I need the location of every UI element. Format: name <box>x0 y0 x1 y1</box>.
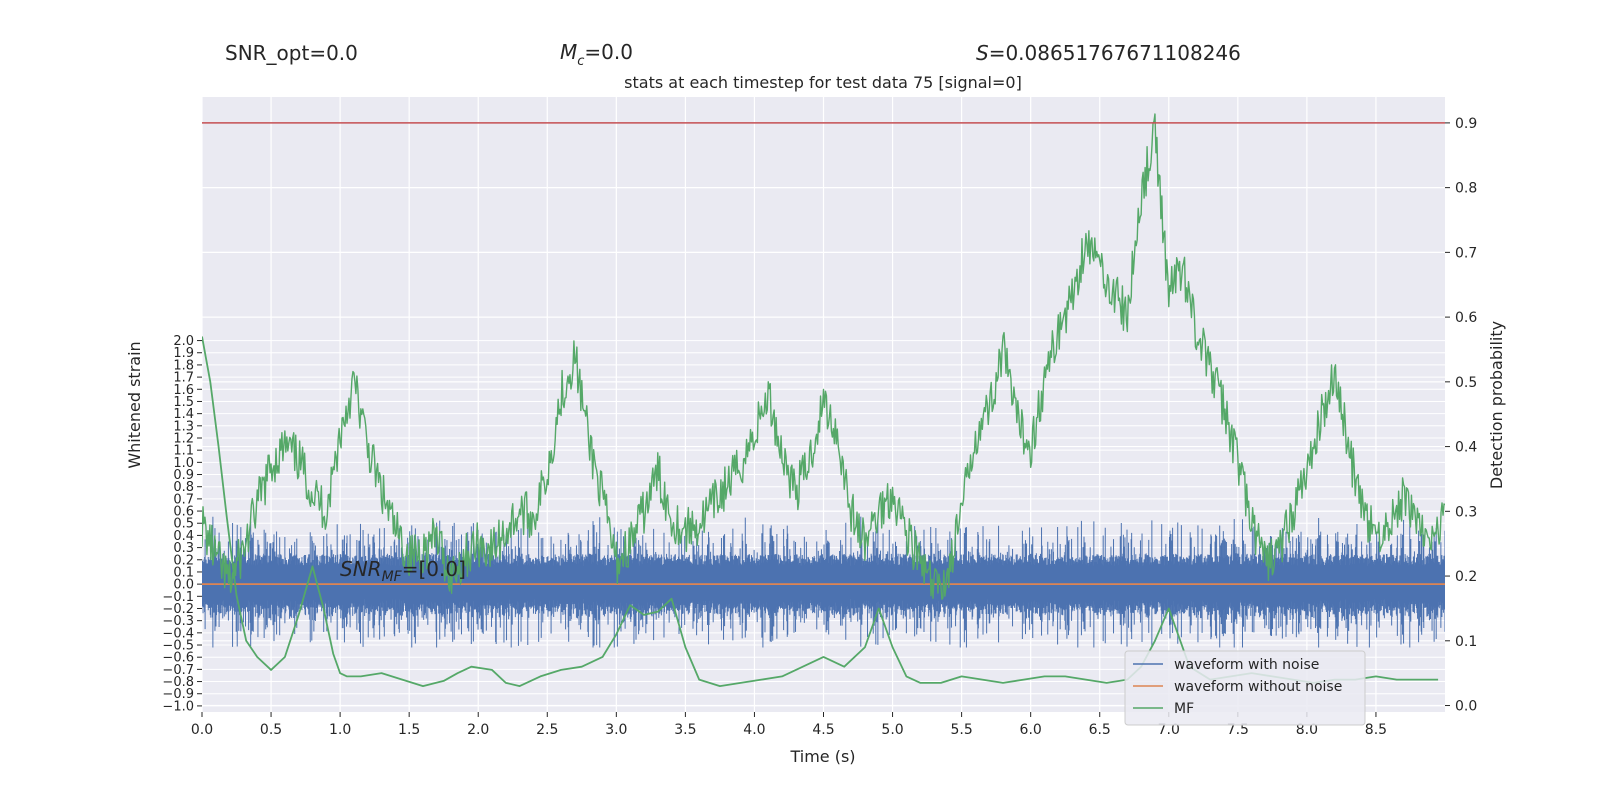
legend-box <box>1124 650 1366 726</box>
left-tick-label: 0.7 <box>173 492 194 507</box>
statistic-s-label: S=0.08651767671108246 <box>976 41 1241 65</box>
x-tick-label: 3.0 <box>605 722 627 738</box>
left-tick-label: 0.9 <box>173 468 194 483</box>
left-tick-label: 0.0 <box>173 578 194 593</box>
left-tick-label: 0.4 <box>173 529 194 544</box>
left-tick-label: 0.1 <box>173 565 194 580</box>
right-tick-label: 0.4 <box>1455 440 1477 456</box>
x-tick-label: 0.5 <box>260 722 282 738</box>
legend-label-waveform-with-noise: waveform with noise <box>1174 657 1319 673</box>
left-tick-label: 0.8 <box>173 480 194 495</box>
x-tick-label: 2.5 <box>536 722 558 738</box>
chirp-mass-value: =0.0 <box>584 40 633 64</box>
chart-title: stats at each timestep for test data 75 … <box>624 73 1022 92</box>
right-tick-label: 0.3 <box>1455 504 1477 520</box>
right-tick-label: 0.2 <box>1455 569 1477 585</box>
x-tick-label: 8.5 <box>1365 722 1387 738</box>
x-tick-label: 4.5 <box>812 722 834 738</box>
series-detection-probability <box>202 113 1445 600</box>
left-tick-label: 0.6 <box>173 505 194 520</box>
legend-label-mf: MF <box>1174 701 1194 717</box>
right-tick-label: 0.9 <box>1455 116 1477 132</box>
left-tick-label: −0.7 <box>162 663 194 678</box>
x-tick-label: 7.5 <box>1227 722 1249 738</box>
x-tick-label: 2.0 <box>467 722 489 738</box>
x-tick-label: 6.5 <box>1089 722 1111 738</box>
right-tick-label: 0.5 <box>1455 375 1477 391</box>
right-axis-label: Detection probability <box>1487 321 1506 489</box>
right-tick-label: 0.1 <box>1455 634 1477 650</box>
left-tick-label: −0.3 <box>162 614 194 629</box>
left-tick-label: −0.1 <box>162 590 194 605</box>
x-axis-label: Time (s) <box>789 747 855 766</box>
snr-mf-value: =[0.0] <box>402 557 466 581</box>
left-tick-label: −0.5 <box>162 639 194 654</box>
x-tick-label: 3.5 <box>674 722 696 738</box>
series-layer <box>202 113 1445 688</box>
left-tick-label: 1.0 <box>173 456 194 471</box>
left-tick-label: 1.6 <box>173 383 194 398</box>
snr-mf-annotation: SNRMF=[0.0] <box>340 557 466 585</box>
left-axis-label: Whitened strain <box>125 341 144 468</box>
left-tick-label: 0.3 <box>173 541 194 556</box>
statistic-s-symbol: S <box>976 41 989 65</box>
left-tick-label: −1.0 <box>162 699 194 714</box>
right-axis-ticks: 0.0 0.1 0.2 0.3 0.4 0.5 0.6 0.7 0.8 0.9 <box>1445 116 1477 715</box>
left-tick-label: 1.9 <box>173 346 194 361</box>
x-tick-label: 6.0 <box>1020 722 1042 738</box>
snr-mf-symbol: SNR <box>340 557 382 581</box>
left-tick-label: −0.4 <box>162 626 194 641</box>
chirp-mass-label: Mc=0.0 <box>560 40 633 69</box>
left-tick-label: 1.3 <box>173 419 194 434</box>
left-tick-label: 1.1 <box>173 444 194 459</box>
x-tick-label: 5.0 <box>881 722 903 738</box>
right-tick-label: 0.7 <box>1455 245 1477 261</box>
x-tick-label: 7.0 <box>1158 722 1180 738</box>
left-tick-label: −0.9 <box>162 687 194 702</box>
legend: waveform with noise waveform without noi… <box>1124 650 1366 726</box>
right-tick-label: 0.0 <box>1455 699 1477 715</box>
x-tick-label: 5.5 <box>950 722 972 738</box>
left-tick-label: 1.8 <box>173 358 194 373</box>
left-tick-label: 1.4 <box>173 407 194 422</box>
left-tick-label: 2.0 <box>173 334 194 349</box>
snr-opt-label: SNR_opt=0.0 <box>225 41 358 65</box>
x-tick-label: 0.0 <box>191 722 213 738</box>
right-tick-label: 0.6 <box>1455 310 1477 326</box>
x-tick-label: 8.0 <box>1296 722 1318 738</box>
left-tick-label: 0.5 <box>173 517 194 532</box>
statistic-s-value: =0.08651767671108246 <box>989 41 1241 65</box>
left-tick-label: 1.7 <box>173 371 194 386</box>
right-tick-label: 0.8 <box>1455 181 1477 197</box>
left-tick-label: 1.2 <box>173 431 194 446</box>
left-axis-ticks: −1.0−0.9−0.8−0.7−0.6−0.5−0.4−0.3−0.2−0.1… <box>162 334 202 714</box>
legend-label-waveform-without-noise: waveform without noise <box>1174 679 1342 695</box>
x-axis-ticks: 0.0 0.5 1.0 1.5 2.0 2.5 3.0 3.5 4.0 4.5 5.0 5.5 6.0 6… <box>191 712 1387 738</box>
x-tick-label: 1.5 <box>398 722 420 738</box>
left-tick-label: −0.6 <box>162 651 194 666</box>
left-tick-label: 0.2 <box>173 553 194 568</box>
chirp-mass-symbol: M <box>560 40 577 64</box>
left-tick-label: 1.5 <box>173 395 194 410</box>
chirp-mass-subscript: c <box>577 54 584 69</box>
x-tick-label: 1.0 <box>329 722 351 738</box>
left-tick-label: −0.8 <box>162 675 194 690</box>
left-tick-label: −0.2 <box>162 602 194 617</box>
x-tick-label: 4.0 <box>743 722 765 738</box>
snr-mf-subscript: MF <box>382 569 403 585</box>
